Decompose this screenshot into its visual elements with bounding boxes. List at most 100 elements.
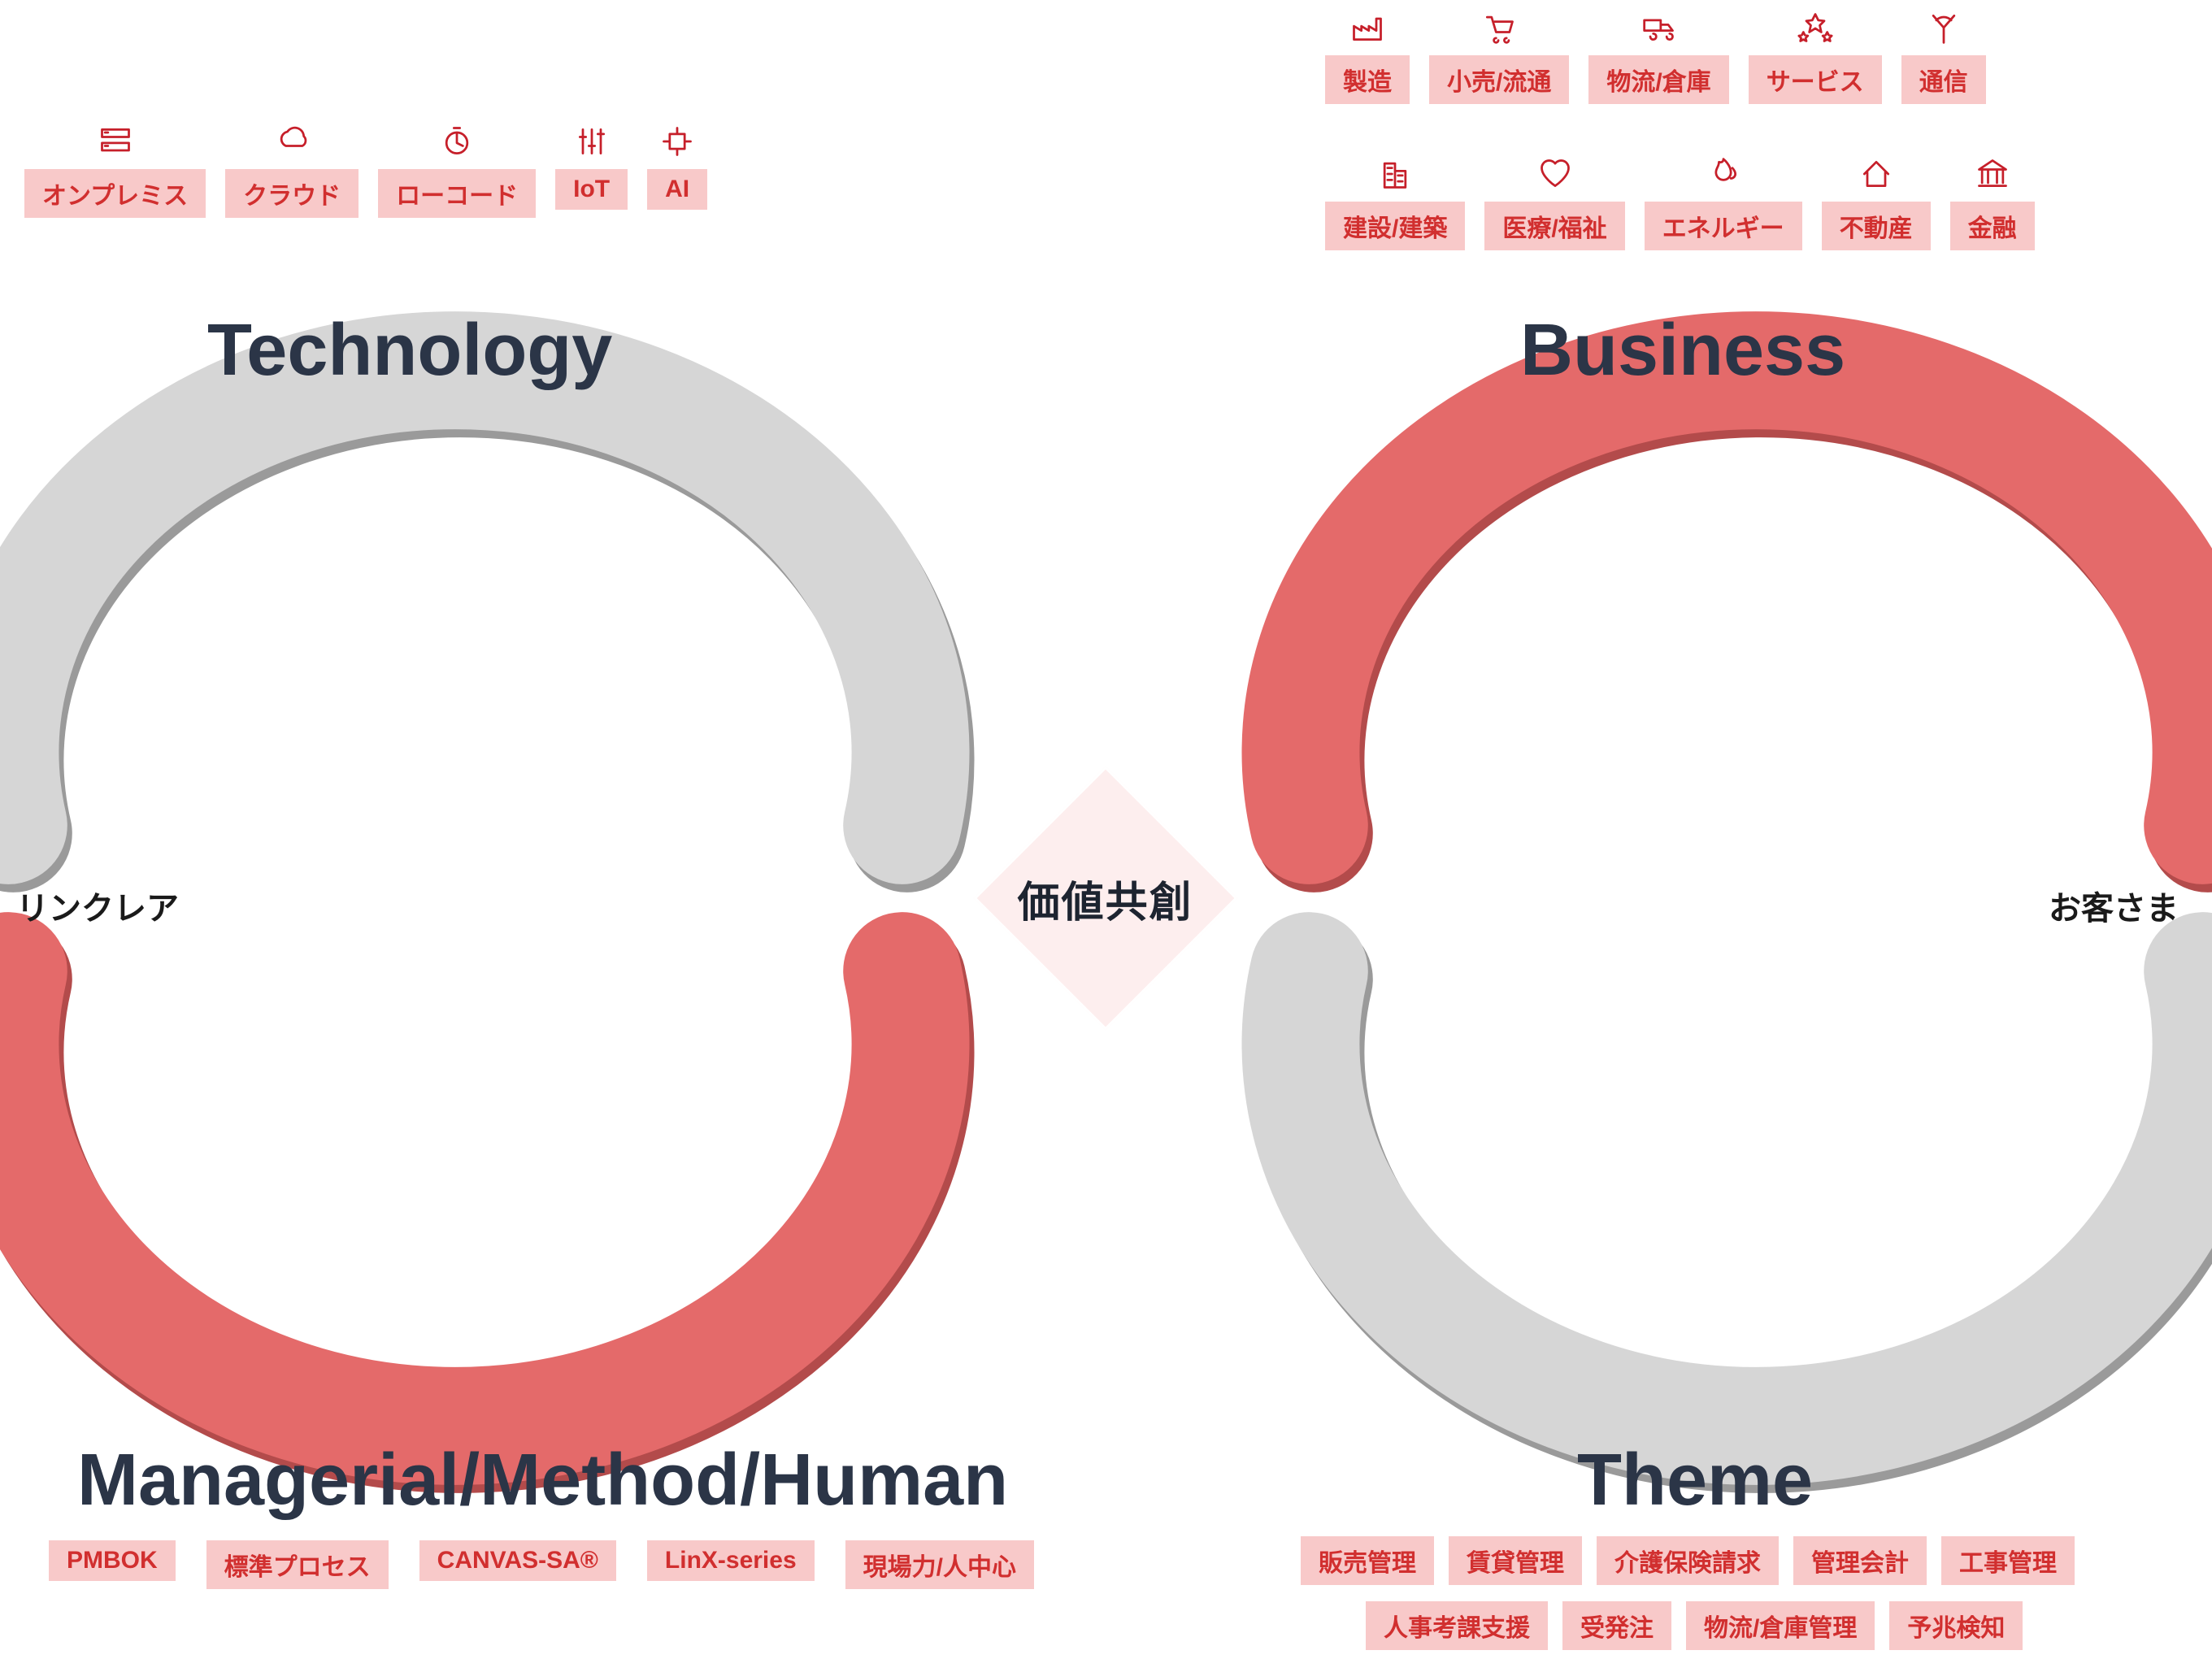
tag-item: 販売管理 [1301,1536,1434,1585]
tag-label: 人事考課支援 [1366,1601,1548,1650]
tag-icon-slot [1966,154,2019,193]
tag-icon-slot [1369,154,1421,193]
tag-icon-slot [431,122,483,161]
stars-icon [1794,10,1836,46]
tag-label: AI [647,169,707,210]
truck-icon [1638,10,1680,46]
loop-dot-0 [437,551,473,587]
loop-dot-2 [437,1222,473,1257]
tag-label: 不動産 [1822,202,1931,250]
tag-item: オンプレミス [24,122,206,218]
tag-item: LinX-series [647,1540,815,1589]
tag-group-theme_row2: 人事考課支援受発注物流/倉庫管理予兆検知 [1366,1601,2023,1650]
loop-dot-1 [1673,551,1709,587]
heading-tr: Business [1520,309,1845,393]
tag-label: 工事管理 [1941,1536,2075,1585]
tag-item: 物流/倉庫 [1588,8,1728,104]
tag-icon-slot [1633,8,1685,47]
side-label-right: お客さま [2049,882,2179,929]
server-icon [94,124,137,159]
tag-item: AI [647,122,707,218]
loop-dot-3 [1714,1222,1749,1257]
heading-br: Theme [1577,1439,1813,1522]
tag-label: サービス [1749,55,1882,104]
tag-label: 賃貸管理 [1449,1536,1582,1585]
cloud-icon [271,124,313,159]
bank-icon [1971,156,2014,192]
tag-label: 医療/福祉 [1484,202,1624,250]
tag-icon-slot [1918,8,1970,47]
house-icon [1855,156,1897,192]
loop-top-right [1301,371,2211,826]
tag-label: 介護保険請求 [1597,1536,1779,1585]
tag-item: クラウド [225,122,359,218]
tag-label: 建設/建築 [1325,202,1465,250]
tag-label: 金融 [1950,202,2035,250]
tag-label: 物流/倉庫 [1588,55,1728,104]
center-label: 価値共創 [1018,867,1193,928]
diagram-canvas: 価値共創 Technology Business Managerial/Method/… [0,0,2212,1659]
tag-label: オンプレミス [24,169,206,218]
tag-label: PMBOK [49,1540,176,1581]
tag-item: 不動産 [1822,154,1931,250]
tag-icon-slot [566,122,618,161]
tag-item: 小売/流通 [1429,8,1569,104]
loop-bottom-left [0,971,910,1427]
tag-label: 受発注 [1562,1601,1671,1650]
loop-bottom-right [1301,971,2211,1427]
tag-group-theme_row1: 販売管理賃貸管理介護保険請求管理会計工事管理 [1301,1536,2075,1585]
tag-item: 介護保険請求 [1597,1536,1779,1585]
tag-label: クラウド [225,169,359,218]
tag-item: 物流/倉庫管理 [1686,1601,1875,1650]
tag-label: 通信 [1901,55,1986,104]
tag-label: IoT [555,169,628,210]
tag-icon-slot [1850,154,1902,193]
tag-label: ローコード [378,169,536,218]
heading-bl: Managerial/Method/Human [77,1439,1008,1522]
tag-icon-slot [651,122,703,161]
tag-icon-slot [266,122,318,161]
tag-icon-slot [1473,8,1525,47]
tag-item: 工事管理 [1941,1536,2075,1585]
antenna-icon [1923,10,1965,46]
tag-item: 建設/建築 [1325,154,1465,250]
building-icon [1374,156,1416,192]
tag-item: 通信 [1901,8,1986,104]
tag-group-business_row1: 製造小売/流通物流/倉庫サービス通信 [1325,8,1986,104]
cart-icon [1478,10,1520,46]
tag-item: 製造 [1325,8,1410,104]
heart-icon [1534,156,1576,192]
tag-icon-slot [1789,8,1841,47]
tag-item: 予兆検知 [1889,1601,2023,1650]
tag-item: 標準プロセス [206,1540,389,1589]
heading-tl: Technology [207,309,612,393]
tag-item: PMBOK [49,1540,176,1589]
tag-group-managerial: PMBOK 標準プロセス CANVAS-SA® LinX-series 現場力/人中心 [49,1540,1034,1589]
tag-icon-slot [1529,154,1581,193]
tag-item: 金融 [1950,154,2035,250]
chip-icon [656,124,698,159]
tag-item: 受発注 [1562,1601,1671,1650]
tag-item: サービス [1749,8,1882,104]
tag-label: 管理会計 [1793,1536,1927,1585]
tag-label: エネルギー [1645,202,1802,250]
flame-icon [1702,156,1745,192]
tag-label: 製造 [1325,55,1410,104]
tag-label: 予兆検知 [1889,1601,2023,1650]
tag-label: 物流/倉庫管理 [1686,1601,1875,1650]
tag-item: ローコード [378,122,536,218]
tag-label: CANVAS-SA® [419,1540,616,1581]
tag-group-technology: オンプレミスクラウドローコード IoT AI [24,122,707,218]
tag-item: 現場力/人中心 [845,1540,1034,1589]
sliders-icon [571,124,613,159]
tag-item: エネルギー [1645,154,1802,250]
loop-top-left [0,371,910,826]
factory-icon [1346,10,1388,46]
tag-item: 管理会計 [1793,1536,1927,1585]
tag-item: CANVAS-SA® [419,1540,616,1589]
tag-item: 人事考課支援 [1366,1601,1548,1650]
tag-icon-slot [89,122,141,161]
tag-item: 賃貸管理 [1449,1536,1582,1585]
tag-icon-slot [1697,154,1749,193]
side-label-left: リンクレア [16,882,179,929]
